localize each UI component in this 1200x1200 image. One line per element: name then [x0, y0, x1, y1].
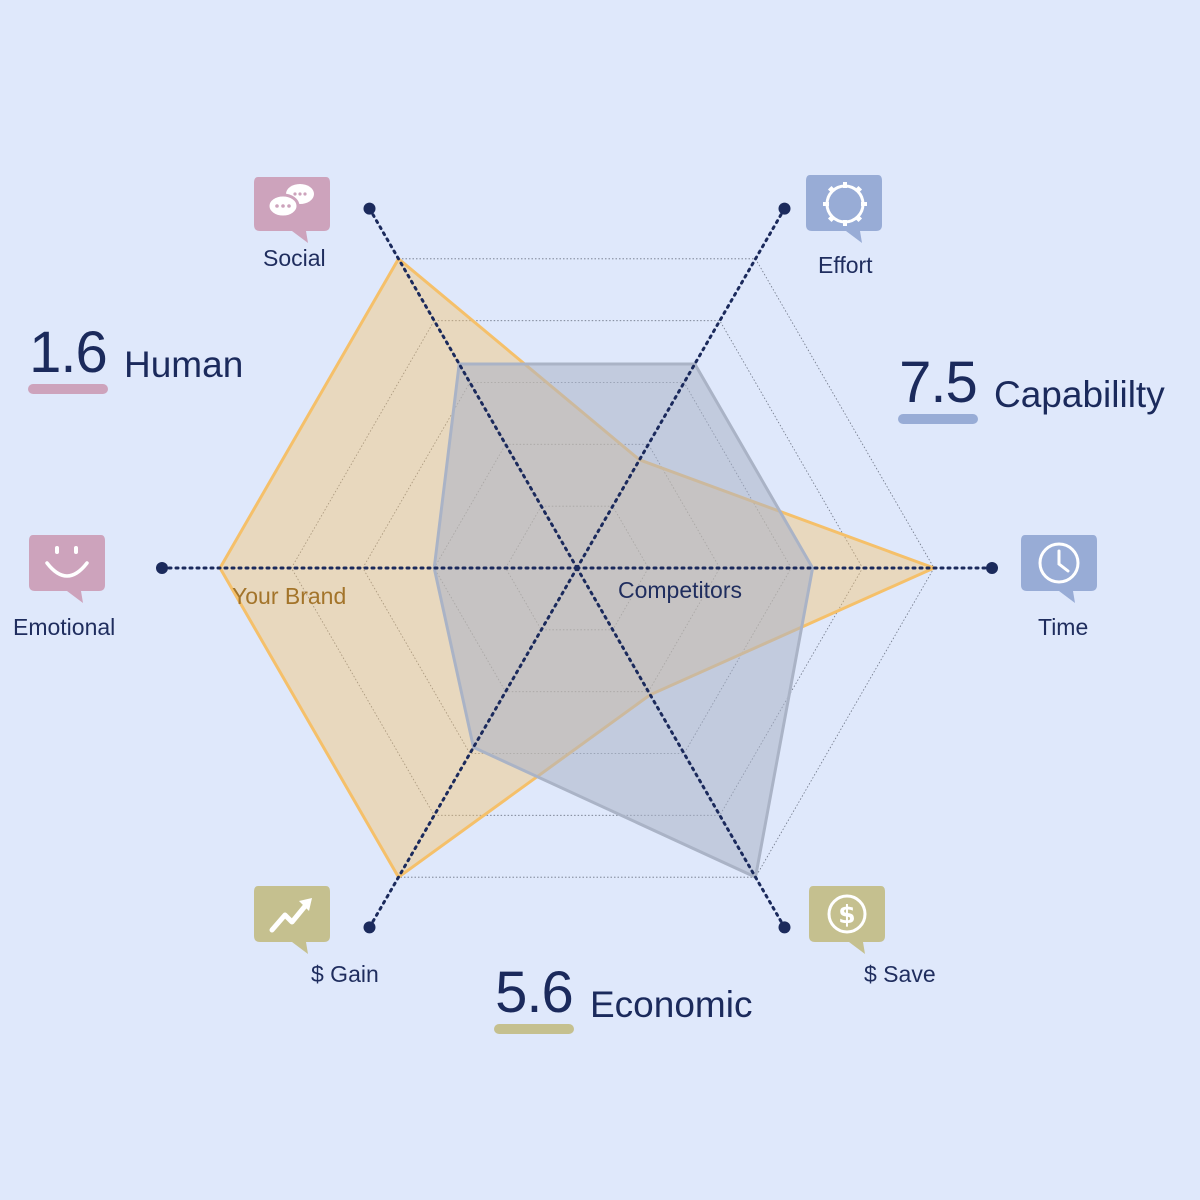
axis-label-save: $ Save [864, 961, 936, 987]
axis-line-3 [575, 566, 786, 929]
smiley-icon [29, 535, 105, 603]
score-human: 1.6 Human [28, 324, 243, 394]
axis-end-dot-4 [363, 921, 376, 934]
axis-label-social: Social [263, 245, 326, 271]
axis-label-emotional: Emotional [13, 614, 116, 640]
axis-line-1 [575, 207, 786, 570]
axis-line-0 [368, 207, 579, 570]
clock-icon [1021, 535, 1097, 603]
axis-end-dot-5 [156, 562, 168, 574]
axis-end-dot-2 [986, 562, 998, 574]
axis-label-time: Time [1038, 614, 1089, 640]
axis-label-effort: Effort [818, 252, 873, 278]
score-capability: 7.5 Capabililty [898, 354, 1165, 424]
score-capability-value: 7.5 [899, 350, 978, 415]
score-human-label: Human [124, 344, 244, 385]
axis-end-dot-1 [778, 202, 791, 215]
axis-end-dot-3 [778, 921, 791, 934]
score-economic-label: Economic [590, 984, 753, 1025]
score-economic-value: 5.6 [495, 960, 574, 1025]
chat-bubbles-icon [254, 177, 330, 243]
score-capability-underline [898, 414, 978, 424]
svg-text:$: $ [838, 900, 855, 929]
score-capability-label: Capabililty [994, 374, 1165, 415]
dollar-coin-icon: $ [809, 886, 885, 954]
gear-icon [806, 175, 882, 243]
axis-end-dot-0 [363, 202, 376, 215]
axis-label-gain: $ Gain [311, 961, 379, 987]
score-human-value: 1.6 [29, 320, 108, 385]
series-label-competitors: Competitors [618, 577, 742, 603]
score-human-underline [28, 384, 108, 394]
axis-line-4 [368, 566, 579, 929]
series-label-your-brand: Your Brand [232, 583, 347, 609]
trend-up-arrow-icon [254, 886, 330, 954]
score-economic-underline [494, 1024, 574, 1034]
score-economic: 5.6 Economic [494, 964, 752, 1034]
